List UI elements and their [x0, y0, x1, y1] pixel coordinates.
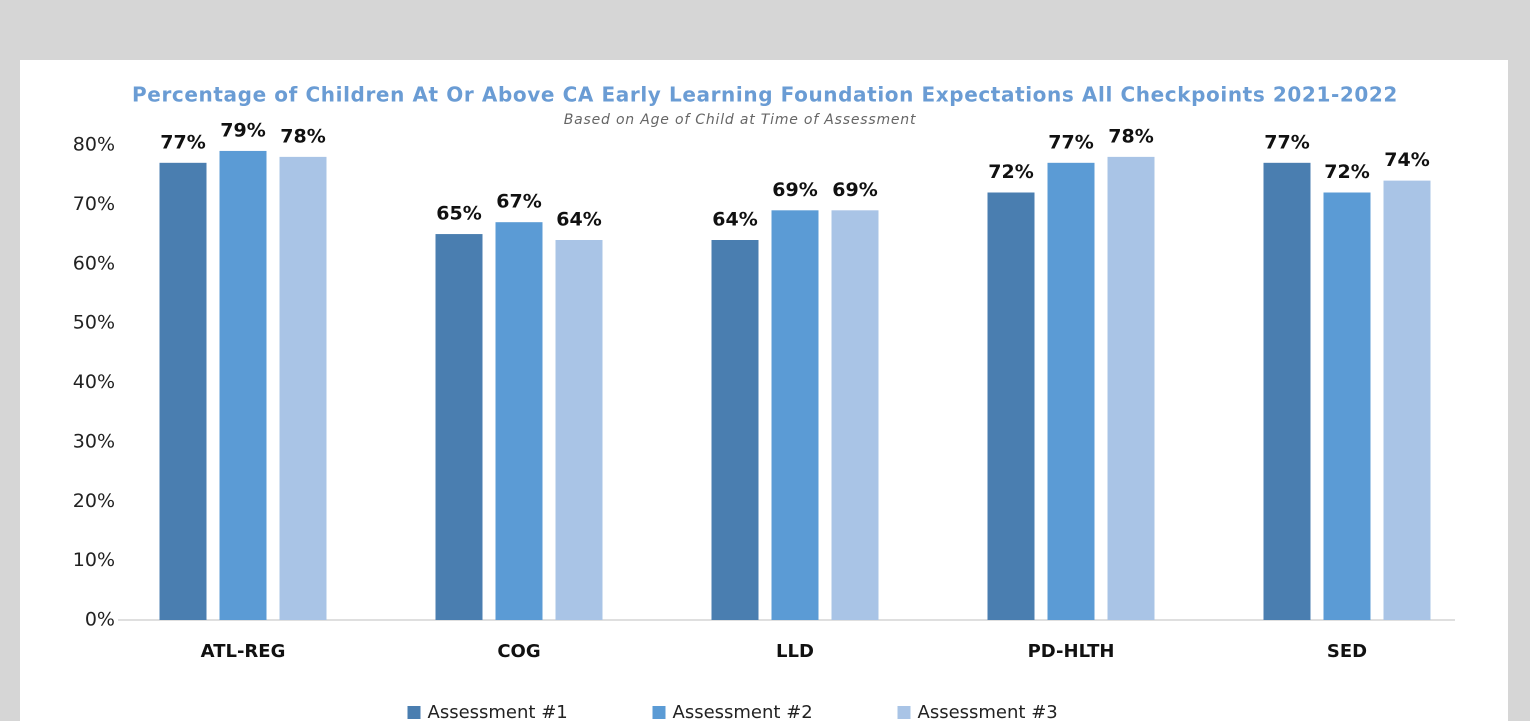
y-tick-label: 50% — [73, 312, 115, 334]
bar — [435, 234, 483, 620]
data-label: 72% — [1324, 161, 1369, 183]
x-tick-label: SED — [1327, 641, 1367, 662]
data-label: 72% — [988, 161, 1033, 183]
y-tick-label: 80% — [73, 134, 115, 156]
y-tick-label: 30% — [73, 430, 115, 452]
bar — [987, 192, 1035, 620]
y-tick-label: 20% — [73, 490, 115, 512]
bar — [159, 162, 207, 620]
data-label: 64% — [556, 209, 601, 231]
data-label: 65% — [436, 203, 481, 225]
legend-label: Assessment #1 — [428, 702, 568, 721]
bar — [219, 150, 267, 620]
legend-label: Assessment #2 — [673, 702, 813, 721]
bar — [1323, 192, 1371, 620]
bar — [711, 240, 759, 620]
bar — [555, 240, 603, 620]
bar — [1107, 156, 1155, 620]
bar — [1047, 162, 1095, 620]
x-tick-label: ATL-REG — [201, 641, 286, 662]
data-label: 77% — [1048, 131, 1093, 153]
data-label: 64% — [712, 209, 757, 231]
y-tick-label: 0% — [85, 609, 115, 631]
data-label: 67% — [496, 191, 541, 213]
x-tick-label: PD-HLTH — [1028, 641, 1115, 662]
legend-swatch — [652, 706, 666, 719]
y-tick-label: 40% — [73, 371, 115, 393]
y-tick-label: 70% — [73, 193, 115, 215]
data-label: 69% — [772, 179, 817, 201]
chart-title: Percentage of Children At Or Above CA Ea… — [132, 83, 1398, 107]
chart-subtitle: Based on Age of Child at Time of Assessm… — [564, 112, 917, 128]
y-tick-label: 10% — [73, 549, 115, 571]
data-label: 77% — [1264, 131, 1309, 153]
bar — [495, 222, 543, 620]
legend-swatch — [407, 706, 421, 719]
bar — [1263, 162, 1311, 620]
data-label: 74% — [1384, 149, 1429, 171]
panel — [20, 60, 1508, 721]
bar — [1383, 180, 1431, 620]
data-label: 77% — [160, 131, 205, 153]
data-label: 79% — [220, 119, 265, 141]
bar — [279, 156, 327, 620]
data-label: 69% — [832, 179, 877, 201]
bar — [831, 210, 879, 620]
bar — [771, 210, 819, 620]
legend-label: Assessment #3 — [918, 702, 1058, 721]
x-tick-label: COG — [497, 641, 540, 662]
legend-swatch — [897, 706, 911, 719]
y-tick-label: 60% — [73, 252, 115, 274]
data-label: 78% — [280, 125, 325, 147]
data-label: 78% — [1108, 125, 1153, 147]
x-tick-label: LLD — [776, 641, 814, 662]
